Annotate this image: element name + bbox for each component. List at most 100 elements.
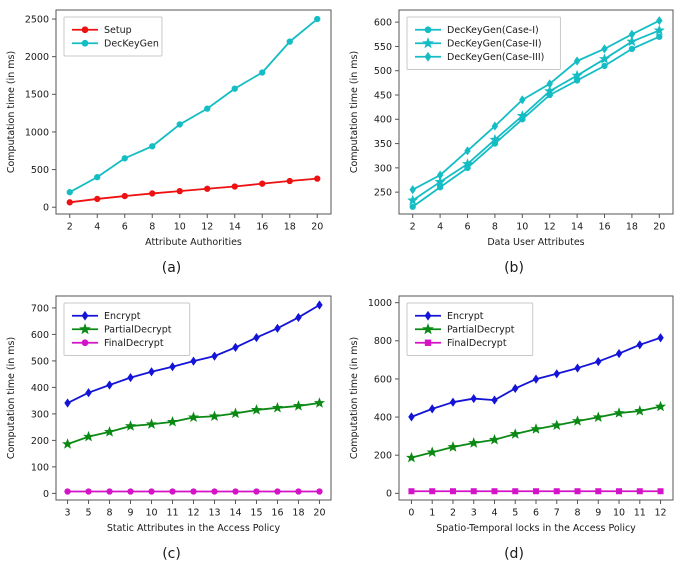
svg-text:15: 15 bbox=[250, 508, 262, 519]
svg-text:250: 250 bbox=[374, 188, 392, 199]
svg-text:18: 18 bbox=[626, 222, 638, 233]
panel-caption-c: (c) bbox=[162, 546, 181, 562]
svg-text:10: 10 bbox=[516, 222, 528, 233]
svg-text:16: 16 bbox=[598, 222, 610, 233]
svg-text:5: 5 bbox=[512, 508, 518, 519]
svg-text:400: 400 bbox=[31, 383, 49, 394]
svg-text:Setup: Setup bbox=[104, 25, 132, 36]
svg-text:14: 14 bbox=[571, 222, 583, 233]
svg-text:800: 800 bbox=[374, 336, 392, 347]
svg-text:8: 8 bbox=[149, 222, 155, 233]
svg-text:20: 20 bbox=[313, 508, 325, 519]
svg-text:200: 200 bbox=[31, 436, 49, 447]
panel-caption-a: (a) bbox=[161, 260, 182, 276]
svg-text:Computation time (in ms): Computation time (in ms) bbox=[6, 51, 17, 173]
svg-text:12: 12 bbox=[654, 508, 666, 519]
svg-text:18: 18 bbox=[284, 222, 296, 233]
svg-text:8: 8 bbox=[492, 222, 498, 233]
svg-text:2: 2 bbox=[410, 222, 416, 233]
svg-text:400: 400 bbox=[374, 412, 392, 423]
svg-text:8: 8 bbox=[574, 508, 580, 519]
svg-text:FinalDecrypt: FinalDecrypt bbox=[447, 338, 507, 349]
svg-text:DecKeyGen(Case-I): DecKeyGen(Case-I) bbox=[447, 25, 539, 36]
svg-text:550: 550 bbox=[374, 42, 392, 53]
svg-text:10: 10 bbox=[145, 508, 157, 519]
svg-text:11: 11 bbox=[166, 508, 178, 519]
svg-text:12: 12 bbox=[187, 508, 199, 519]
svg-text:5: 5 bbox=[86, 508, 92, 519]
svg-text:DecKeyGen: DecKeyGen bbox=[104, 39, 159, 50]
svg-text:3: 3 bbox=[65, 508, 71, 519]
svg-text:6: 6 bbox=[122, 222, 128, 233]
svg-text:DecKeyGen(Case-III): DecKeyGen(Case-III) bbox=[447, 52, 544, 63]
panel-a: 0 500 1000 1500 2000 2500 2 4 6 8 10 12 14 16 18 20 Attr… bbox=[0, 0, 343, 286]
svg-text:Encrypt: Encrypt bbox=[104, 311, 141, 322]
svg-text:Data User Attributes: Data User Attributes bbox=[487, 237, 584, 248]
svg-text:0: 0 bbox=[386, 489, 392, 500]
svg-text:3: 3 bbox=[471, 508, 477, 519]
svg-text:12: 12 bbox=[201, 222, 213, 233]
svg-text:1: 1 bbox=[429, 508, 435, 519]
svg-text:FinalDecrypt: FinalDecrypt bbox=[104, 338, 164, 349]
plot-d: 0 200 400 600 800 1000 0 1 2 3 4 5 6 7 8 9 10 11 12 Spatio-… bbox=[343, 286, 685, 562]
svg-text:450: 450 bbox=[374, 90, 392, 101]
svg-text:6: 6 bbox=[533, 508, 539, 519]
svg-text:400: 400 bbox=[374, 115, 392, 126]
plot-c: 0 100 200 300 400 500 600 700 3 5 8 9 10 11 12 13 14 15 16… bbox=[0, 286, 343, 562]
svg-text:PartialDecrypt: PartialDecrypt bbox=[447, 325, 515, 336]
svg-text:Attribute Authorities: Attribute Authorities bbox=[145, 237, 242, 248]
svg-text:2: 2 bbox=[450, 508, 456, 519]
svg-text:100: 100 bbox=[31, 462, 49, 473]
svg-text:0: 0 bbox=[43, 203, 49, 214]
svg-text:11: 11 bbox=[634, 508, 646, 519]
svg-text:9: 9 bbox=[595, 508, 601, 519]
svg-text:10: 10 bbox=[613, 508, 625, 519]
svg-text:500: 500 bbox=[31, 356, 49, 367]
svg-text:14: 14 bbox=[229, 508, 241, 519]
svg-text:500: 500 bbox=[31, 165, 49, 176]
svg-text:16: 16 bbox=[256, 222, 268, 233]
svg-text:Static Attributes in the Acces: Static Attributes in the Access Policy bbox=[107, 523, 281, 534]
panel-d: 0 200 400 600 800 1000 0 1 2 3 4 5 6 7 8 9 10 11 12 Spatio-… bbox=[343, 286, 685, 572]
svg-text:7: 7 bbox=[554, 508, 560, 519]
svg-text:PartialDecrypt: PartialDecrypt bbox=[104, 325, 172, 336]
svg-text:2: 2 bbox=[67, 222, 73, 233]
svg-text:300: 300 bbox=[374, 163, 392, 174]
svg-text:13: 13 bbox=[208, 508, 220, 519]
svg-text:600: 600 bbox=[374, 18, 392, 29]
svg-text:Computation time (in ms): Computation time (in ms) bbox=[6, 337, 17, 459]
svg-text:600: 600 bbox=[31, 330, 49, 341]
svg-text:8: 8 bbox=[107, 508, 113, 519]
svg-text:2000: 2000 bbox=[25, 52, 49, 63]
svg-text:1000: 1000 bbox=[25, 127, 49, 138]
svg-text:300: 300 bbox=[31, 409, 49, 420]
svg-text:Spatio-Temporal locks in the A: Spatio-Temporal locks in the Access Poli… bbox=[436, 523, 636, 534]
svg-text:Encrypt: Encrypt bbox=[447, 311, 484, 322]
svg-text:20: 20 bbox=[653, 222, 665, 233]
svg-text:4: 4 bbox=[491, 508, 497, 519]
svg-text:1500: 1500 bbox=[25, 90, 49, 101]
panel-b: 250 300 350 400 450 500 550 600 2 4 6 8 10 12 14 16 18 20… bbox=[343, 0, 685, 286]
svg-text:1000: 1000 bbox=[368, 298, 392, 309]
svg-text:2500: 2500 bbox=[25, 14, 49, 25]
svg-text:Computation time (in ms): Computation time (in ms) bbox=[349, 51, 360, 173]
plot-a: 0 500 1000 1500 2000 2500 2 4 6 8 10 12 14 16 18 20 Attr… bbox=[0, 0, 343, 276]
svg-text:14: 14 bbox=[229, 222, 241, 233]
panel-c: 0 100 200 300 400 500 600 700 3 5 8 9 10 11 12 13 14 15 16… bbox=[0, 286, 343, 572]
svg-text:4: 4 bbox=[437, 222, 443, 233]
svg-text:16: 16 bbox=[271, 508, 283, 519]
svg-text:9: 9 bbox=[127, 508, 133, 519]
svg-text:18: 18 bbox=[292, 508, 304, 519]
svg-text:500: 500 bbox=[374, 66, 392, 77]
svg-text:0: 0 bbox=[408, 508, 414, 519]
svg-text:4: 4 bbox=[94, 222, 100, 233]
svg-text:700: 700 bbox=[31, 303, 49, 314]
svg-text:200: 200 bbox=[374, 451, 392, 462]
panel-caption-b: (b) bbox=[504, 260, 524, 276]
svg-text:DecKeyGen(Case-II): DecKeyGen(Case-II) bbox=[447, 39, 542, 50]
plot-b: 250 300 350 400 450 500 550 600 2 4 6 8 10 12 14 16 18 20… bbox=[343, 0, 685, 276]
svg-text:Computation time (in ms): Computation time (in ms) bbox=[349, 337, 360, 459]
svg-text:350: 350 bbox=[374, 139, 392, 150]
panel-caption-d: (d) bbox=[504, 546, 524, 562]
